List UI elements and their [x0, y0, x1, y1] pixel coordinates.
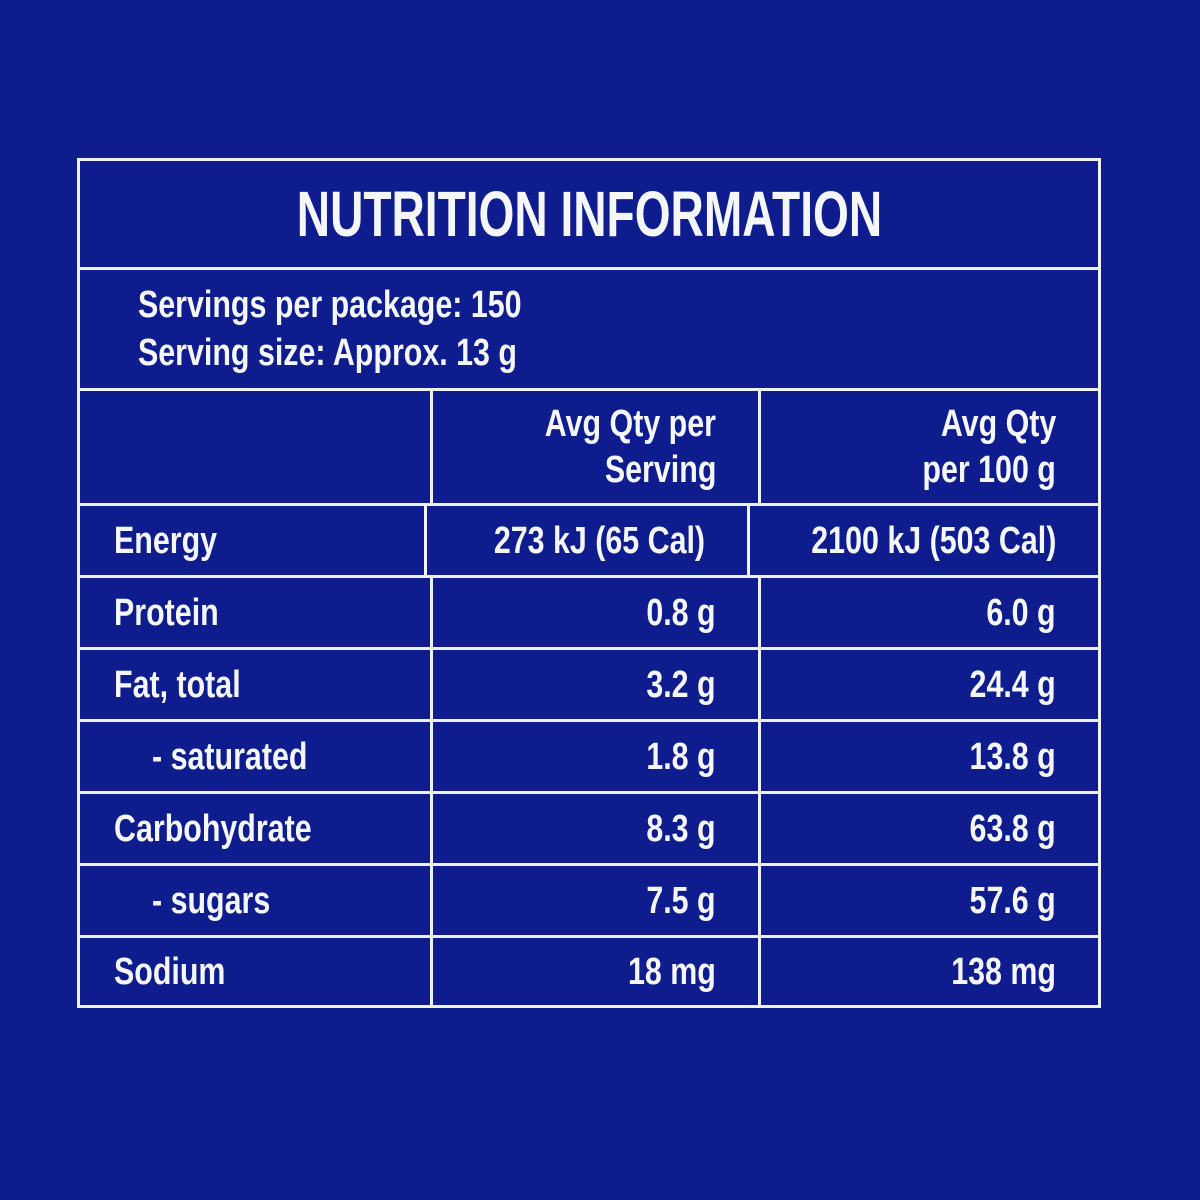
value-per-100g: 6.0 g: [758, 578, 1098, 647]
column-header-per-serving: Avg Qty per Serving: [430, 391, 758, 503]
value-per-serving: 1.8 g: [430, 722, 758, 791]
value-per-100g: 57.6 g: [758, 866, 1098, 935]
nutrient-row-fat-total: Fat, total 3.2 g 24.4 g: [80, 647, 1098, 719]
value-per-serving: 273 kJ (65 Cal): [424, 506, 747, 575]
value-per-serving: 0.8 g: [430, 578, 758, 647]
value-per-serving: 7.5 g: [430, 866, 758, 935]
nutrient-row-energy: Energy 273 kJ (65 Cal) 2100 kJ (503 Cal): [80, 503, 1098, 575]
nutrient-row-carbohydrate: Carbohydrate 8.3 g 63.8 g: [80, 791, 1098, 863]
servings-per-package: Servings per package: 150: [138, 284, 522, 326]
panel-title: NUTRITION INFORMATION: [296, 178, 882, 250]
value-per-serving: 8.3 g: [430, 794, 758, 863]
nutrient-label: Protein: [114, 591, 219, 634]
value-per-100g: 13.8 g: [758, 722, 1098, 791]
column-header-row: Avg Qty per Serving Avg Qty per 100 g: [80, 388, 1098, 503]
panel-title-section: NUTRITION INFORMATION: [80, 161, 1098, 267]
nutrient-label: Energy: [114, 519, 218, 562]
value-per-serving: 3.2 g: [430, 650, 758, 719]
column-header-blank: [80, 391, 430, 503]
nutrient-row-protein: Protein 0.8 g 6.0 g: [80, 575, 1098, 647]
nutrient-label: - sugars: [152, 879, 271, 922]
nutrition-panel: NUTRITION INFORMATION Servings per packa…: [77, 158, 1101, 1008]
value-per-100g: 63.8 g: [758, 794, 1098, 863]
nutrient-label: Fat, total: [114, 663, 241, 706]
nutrient-label: - saturated: [152, 735, 308, 778]
nutrient-row-sodium: Sodium 18 mg 138 mg: [80, 935, 1098, 1005]
column-header-per-100g: Avg Qty per 100 g: [758, 391, 1098, 503]
nutrient-row-saturated: - saturated 1.8 g 13.8 g: [80, 719, 1098, 791]
value-per-100g: 2100 kJ (503 Cal): [746, 506, 1098, 575]
nutrient-label: Sodium: [114, 950, 226, 993]
serving-size: Serving size: Approx. 13 g: [138, 332, 517, 374]
value-per-100g: 24.4 g: [758, 650, 1098, 719]
nutrient-row-sugars: - sugars 7.5 g 57.6 g: [80, 863, 1098, 935]
serving-info-section: Servings per package: 150 Serving size: …: [80, 267, 1098, 388]
nutrient-label: Carbohydrate: [114, 807, 312, 850]
value-per-100g: 138 mg: [758, 938, 1098, 1005]
value-per-serving: 18 mg: [430, 938, 758, 1005]
